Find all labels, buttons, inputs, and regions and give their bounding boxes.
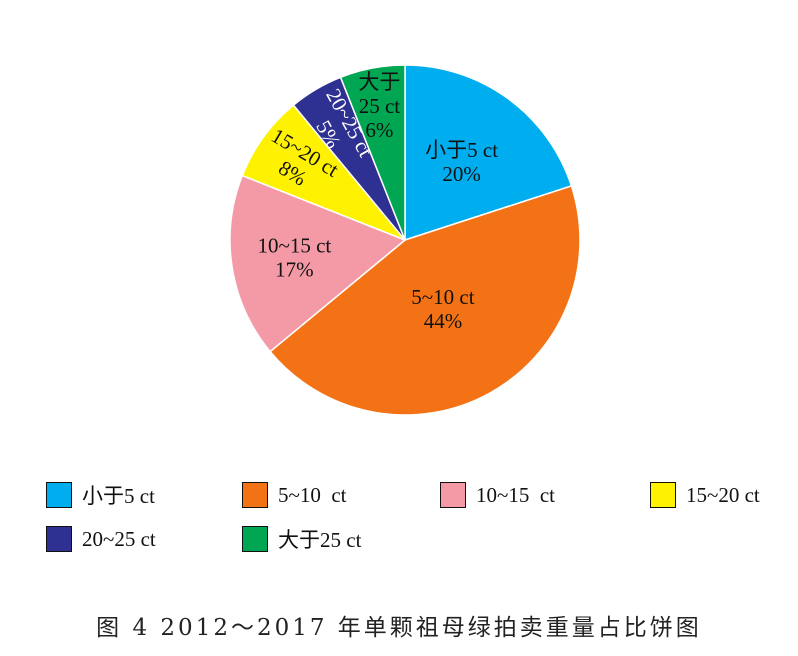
legend-label-3: 10~15 ct	[476, 482, 556, 507]
legend-item-5: 20~25 ct	[46, 524, 156, 554]
pie-slices	[229, 64, 581, 416]
slice-label-2-line-1: 5~10 ct	[411, 285, 474, 309]
legend-label-1: 小于5 ct	[82, 484, 155, 508]
legend-label-4: 15~20 ct	[686, 482, 760, 507]
pie-slice-2	[269, 184, 581, 416]
pie-slice-6	[339, 64, 406, 241]
slice-label-1-line-1: 小于5 ct	[425, 138, 498, 162]
slice-label-6: 大于25 ct6%	[358, 70, 400, 142]
pie-slice-3	[229, 174, 407, 353]
legend-item-1: 小于5 ct	[46, 480, 155, 510]
figure-caption: 图 4 2012～2017 年单颗祖母绿拍卖重量占比饼图	[96, 615, 702, 641]
legend-label-2: 5~10 ct	[278, 482, 347, 507]
slice-label-1-line-2: 20%	[442, 162, 481, 186]
legend-swatch-3	[440, 482, 466, 508]
legend-item-6: 大于25 ct	[242, 524, 361, 554]
slice-label-6-line-3: 6%	[365, 118, 393, 142]
slice-label-6-line-2: 25 ct	[359, 94, 401, 118]
legend-label-5: 20~25 ct	[82, 526, 156, 551]
legend-item-4: 15~20 ct	[650, 480, 760, 510]
legend-swatch-1	[46, 482, 72, 508]
slice-label-3-line-2: 17%	[275, 258, 314, 282]
slice-label-2-line-2: 44%	[424, 309, 463, 333]
legend-swatch-6	[242, 526, 268, 552]
legend-swatch-2	[242, 482, 268, 508]
legend: 小于5 ct 5~10 ct 10~15 ct 15~20 ct 20~25 c…	[46, 480, 786, 570]
legend-swatch-5	[46, 526, 72, 552]
legend-item-2: 5~10 ct	[242, 480, 347, 510]
legend-swatch-4	[650, 482, 676, 508]
pie-slice-1	[404, 64, 573, 242]
legend-item-3: 10~15 ct	[440, 480, 555, 510]
slice-label-3-line-1: 10~15 ct	[257, 234, 331, 258]
slice-label-6-line-1: 大于	[358, 70, 400, 94]
legend-label-6: 大于25 ct	[278, 528, 362, 552]
